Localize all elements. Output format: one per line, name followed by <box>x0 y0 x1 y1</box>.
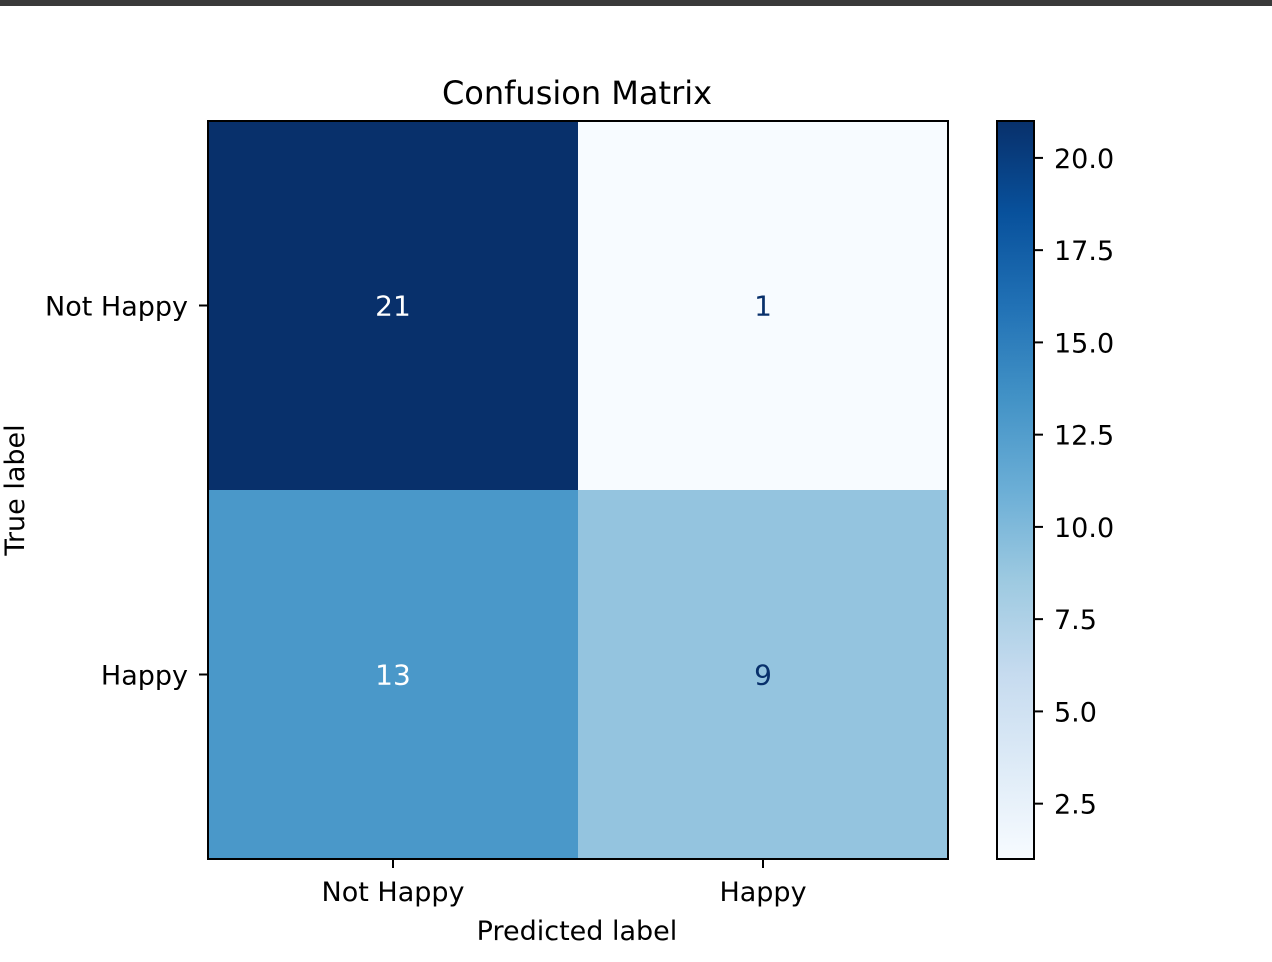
matrix-cell-value-r0-c1: 1 <box>754 290 772 323</box>
x-tick-label-1: Happy <box>719 877 806 908</box>
matrix-cells <box>208 121 949 860</box>
matrix-frame <box>207 120 949 860</box>
y-axis-label: True label <box>0 424 31 556</box>
matrix-cell-value-r1-c0: 13 <box>375 659 411 692</box>
matrix-cell-r0-c0 <box>208 121 579 491</box>
colorbar-tick-label-2: 7.5 <box>1054 605 1097 636</box>
y-tick-label-0: Not Happy <box>45 292 188 323</box>
y-axis-ticks: Not Happy Happy <box>45 292 208 692</box>
x-tick-label-0: Not Happy <box>322 877 465 908</box>
colorbar-tick-label-6: 17.5 <box>1054 236 1114 267</box>
matrix-cell-r0-c1 <box>578 121 949 491</box>
matrix-cell-value-r0-c0: 21 <box>375 290 411 323</box>
colorbar <box>996 120 1035 860</box>
colorbar-tick-label-3: 10.0 <box>1054 513 1114 544</box>
matrix-cell-r1-c1 <box>578 490 949 860</box>
y-tick-label-1: Happy <box>101 661 188 692</box>
colorbar-tick-label-1: 5.0 <box>1054 697 1097 728</box>
window-top-bar <box>0 0 1272 6</box>
colorbar-tick-label-5: 15.0 <box>1054 328 1114 359</box>
matrix-cell-r1-c0 <box>208 490 579 860</box>
matrix-cell-labels: 21 1 13 9 <box>375 290 772 692</box>
x-axis-ticks: Not Happy Happy <box>322 859 807 908</box>
colorbar-ticks: 2.5 5.0 7.5 10.0 12.5 15.0 17.5 20.0 <box>1034 144 1114 821</box>
colorbar-tick-label-7: 20.0 <box>1054 144 1114 175</box>
colorbar-tick-label-0: 2.5 <box>1054 790 1097 821</box>
matrix-cell-value-r1-c1: 9 <box>754 659 772 692</box>
x-axis-label: Predicted label <box>477 916 678 947</box>
colorbar-tick-label-4: 12.5 <box>1054 421 1114 452</box>
chart-title: Confusion Matrix <box>442 74 712 112</box>
